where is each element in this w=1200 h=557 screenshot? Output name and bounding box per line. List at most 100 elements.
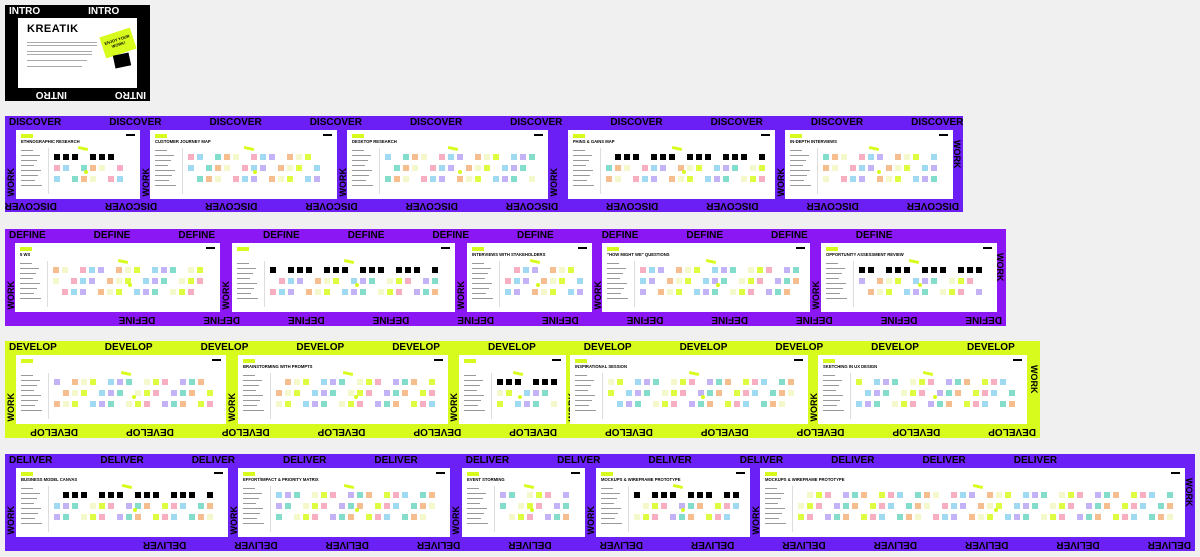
method-card[interactable]: MOCKUPS & WIREFRAME PROTOTYPE <box>760 468 1185 537</box>
sticky-note[interactable] <box>81 514 87 520</box>
sticky-note[interactable] <box>339 503 345 509</box>
sticky-note[interactable] <box>72 154 78 160</box>
sticky-note[interactable] <box>807 503 813 509</box>
sticky-note[interactable] <box>53 278 59 284</box>
sticky-note[interactable] <box>420 401 426 407</box>
sticky-note[interactable] <box>1032 503 1038 509</box>
sticky-note[interactable] <box>739 289 745 295</box>
sticky-note[interactable] <box>1059 514 1065 520</box>
sticky-note[interactable] <box>1041 492 1047 498</box>
sticky-note[interactable] <box>197 267 203 273</box>
sticky-note[interactable] <box>640 289 646 295</box>
sticky-note[interactable] <box>843 503 849 509</box>
sticky-note[interactable] <box>651 176 657 182</box>
sticky-note[interactable] <box>766 267 772 273</box>
sticky-note[interactable] <box>144 492 150 498</box>
sticky-note[interactable] <box>877 289 883 295</box>
sticky-note[interactable] <box>707 401 713 407</box>
sticky-note[interactable] <box>542 379 548 385</box>
sticky-note[interactable] <box>330 492 336 498</box>
sticky-note[interactable] <box>658 267 664 273</box>
sticky-note[interactable] <box>897 492 903 498</box>
sticky-note[interactable] <box>841 154 847 160</box>
sticky-note[interactable] <box>725 379 731 385</box>
sticky-note[interactable] <box>366 492 372 498</box>
sticky-note[interactable] <box>529 154 535 160</box>
sticky-note[interactable] <box>108 503 114 509</box>
sticky-note[interactable] <box>411 379 417 385</box>
sticky-note[interactable] <box>734 401 740 407</box>
sticky-note[interactable] <box>541 278 547 284</box>
sticky-note[interactable] <box>559 267 565 273</box>
sticky-note[interactable] <box>189 390 195 396</box>
sticky-note[interactable] <box>949 278 955 284</box>
sticky-note[interactable] <box>554 514 560 520</box>
sticky-note[interactable] <box>321 492 327 498</box>
sticky-note[interactable] <box>689 379 695 385</box>
sticky-note[interactable] <box>429 401 435 407</box>
sticky-note[interactable] <box>859 267 865 273</box>
sticky-note[interactable] <box>635 401 641 407</box>
method-card[interactable] <box>232 243 455 312</box>
sticky-note[interactable] <box>324 278 330 284</box>
sticky-note[interactable] <box>652 503 658 509</box>
sticky-note[interactable] <box>913 176 919 182</box>
sticky-note[interactable] <box>901 390 907 396</box>
sticky-note[interactable] <box>116 267 122 273</box>
sticky-note[interactable] <box>915 492 921 498</box>
sticky-note[interactable] <box>724 514 730 520</box>
sticky-note[interactable] <box>152 278 158 284</box>
sticky-note[interactable] <box>825 514 831 520</box>
sticky-note[interactable] <box>502 176 508 182</box>
sticky-note[interactable] <box>807 492 813 498</box>
sticky-note[interactable] <box>904 267 910 273</box>
sticky-note[interactable] <box>233 176 239 182</box>
sticky-note[interactable] <box>117 165 123 171</box>
sticky-note[interactable] <box>72 176 78 182</box>
sticky-note[interactable] <box>523 267 529 273</box>
sticky-note[interactable] <box>928 401 934 407</box>
sticky-note[interactable] <box>671 401 677 407</box>
sticky-note[interactable] <box>339 401 345 407</box>
sticky-note[interactable] <box>393 503 399 509</box>
sticky-note[interactable] <box>515 379 521 385</box>
method-card[interactable]: "HOW MIGHT WE" QUESTIONS <box>602 243 810 312</box>
sticky-note[interactable] <box>414 267 420 273</box>
sticky-note[interactable] <box>396 267 402 273</box>
sticky-note[interactable] <box>856 401 862 407</box>
sticky-note[interactable] <box>466 176 472 182</box>
sticky-note[interactable] <box>420 492 426 498</box>
sticky-note[interactable] <box>242 176 248 182</box>
sticky-note[interactable] <box>732 165 738 171</box>
sticky-note[interactable] <box>723 176 729 182</box>
sticky-note[interactable] <box>877 154 883 160</box>
sticky-note[interactable] <box>933 492 939 498</box>
sticky-note[interactable] <box>276 401 282 407</box>
sticky-note[interactable] <box>843 492 849 498</box>
sticky-note[interactable] <box>888 503 894 509</box>
sticky-note[interactable] <box>1059 492 1065 498</box>
sticky-note[interactable] <box>429 503 435 509</box>
sticky-note[interactable] <box>135 492 141 498</box>
sticky-note[interactable] <box>72 492 78 498</box>
sticky-note[interactable] <box>312 503 318 509</box>
sticky-note[interactable] <box>384 503 390 509</box>
sticky-note[interactable] <box>644 390 650 396</box>
sticky-note[interactable] <box>135 503 141 509</box>
sticky-note[interactable] <box>626 390 632 396</box>
sticky-note[interactable] <box>752 390 758 396</box>
sticky-note[interactable] <box>475 154 481 160</box>
sticky-note[interactable] <box>933 514 939 520</box>
sticky-note[interactable] <box>509 514 515 520</box>
sticky-note[interactable] <box>1140 492 1146 498</box>
sticky-note[interactable] <box>987 514 993 520</box>
sticky-note[interactable] <box>568 267 574 273</box>
sticky-note[interactable] <box>90 401 96 407</box>
sticky-note[interactable] <box>906 503 912 509</box>
sticky-note[interactable] <box>694 267 700 273</box>
sticky-note[interactable] <box>62 267 68 273</box>
sticky-note[interactable] <box>991 379 997 385</box>
method-card[interactable] <box>459 355 566 424</box>
sticky-note[interactable] <box>72 401 78 407</box>
sticky-note[interactable] <box>766 289 772 295</box>
